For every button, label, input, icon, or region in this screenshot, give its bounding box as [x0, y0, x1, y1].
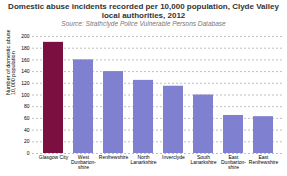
svg-text:Inverclyde: Inverclyde	[162, 154, 185, 160]
html-text:Source: Strathclyde Police Vul: Source: Strathclyde Police Vulnerable Pe…	[61, 20, 226, 28]
svg-text:100: 100	[21, 91, 30, 97]
svg-text:180: 180	[21, 45, 30, 51]
svg-text:80: 80	[24, 103, 30, 109]
svg-text:Number of domestic abuse incid: Number of domestic abuse incidents per10…	[5, 30, 17, 95]
svg-text:EastRenfrewshire: EastRenfrewshire	[249, 154, 279, 165]
svg-text:Renfrewshire: Renfrewshire	[99, 154, 129, 160]
svg-text:WestDunbarton-shire: WestDunbarton-shire	[71, 154, 96, 170]
svg-text:140: 140	[21, 68, 30, 74]
svg-text:200: 200	[21, 33, 30, 39]
svg-text:NorthLanarkshire: NorthLanarkshire	[130, 154, 156, 165]
svg-text:20: 20	[24, 138, 30, 144]
svg-text:120: 120	[21, 80, 30, 86]
svg-text:0: 0	[27, 150, 30, 156]
svg-text:160: 160	[21, 56, 30, 62]
svg-text:60: 60	[24, 115, 30, 121]
svg-text:SouthLanarkshire: SouthLanarkshire	[190, 154, 216, 165]
html-text:Domestic abuse incidents recor: Domestic abuse incidents recorded per 10…	[8, 2, 279, 21]
svg-text:40: 40	[24, 127, 30, 133]
svg-text:EastDunbarton-shire: EastDunbarton-shire	[221, 154, 246, 170]
svg-text:Glasgow City: Glasgow City	[39, 154, 69, 160]
